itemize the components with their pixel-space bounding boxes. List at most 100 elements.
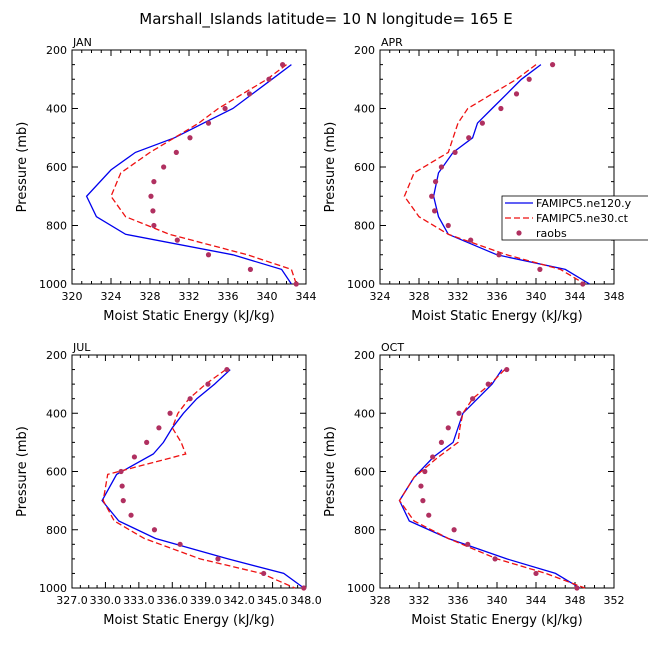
legend-ne120-label: FAMIPC5.ne120.y xyxy=(536,197,632,210)
raobs-point xyxy=(177,541,183,547)
x-tick-label: 348.0 xyxy=(290,594,322,607)
raobs-point xyxy=(120,498,126,504)
x-tick-label: 336.0 xyxy=(157,594,189,607)
plot-frame xyxy=(71,49,307,285)
raobs-point xyxy=(513,91,520,97)
raobs-point xyxy=(504,366,510,373)
raobs-point xyxy=(144,439,150,445)
ne30-line xyxy=(102,369,296,589)
raobs-point xyxy=(174,237,180,243)
x-tick-label: 344 xyxy=(296,290,317,303)
x-tick-label: 352 xyxy=(604,594,625,607)
raobs-point xyxy=(479,120,485,126)
ne30-line xyxy=(403,64,586,285)
x-tick-label: 324 xyxy=(101,290,122,303)
raobs-point xyxy=(445,425,451,431)
y-tick-label: 600 xyxy=(46,161,67,174)
x-tick-label: 336 xyxy=(218,290,239,303)
ne30-line xyxy=(398,369,586,589)
x-axis-label: Moist Static Energy (kJ/kg) xyxy=(411,309,582,324)
y-tick-label: 800 xyxy=(46,220,67,233)
panel-oct: 328 332 336 340 344 348 352 200 400 600 800 1000 OCT… xyxy=(323,341,625,628)
y-tick-label: 1000 xyxy=(39,582,67,595)
raobs-point xyxy=(266,76,272,82)
raobs-point xyxy=(151,222,157,229)
raobs-point xyxy=(187,135,193,141)
raobs-point xyxy=(150,208,156,214)
raobs-point xyxy=(468,237,474,243)
x-tick-label: 339.0 xyxy=(190,594,222,607)
raobs-point xyxy=(451,527,457,533)
y-tick-label: 400 xyxy=(46,103,67,116)
plot-frame xyxy=(379,49,615,285)
raobs-point xyxy=(549,62,556,68)
raobs-point xyxy=(161,164,167,170)
y-tick-label: 200 xyxy=(354,349,375,362)
y-tick-label: 600 xyxy=(46,466,67,479)
raobs-point xyxy=(574,585,580,591)
plot-frame xyxy=(71,354,307,589)
raobs-point xyxy=(432,208,438,214)
raobs-point xyxy=(420,498,426,504)
y-tick-label: 1000 xyxy=(39,278,67,291)
x-axis-label: Moist Static Energy (kJ/kg) xyxy=(103,309,274,324)
y-tick-label: 800 xyxy=(354,220,375,233)
y-tick-label: 400 xyxy=(354,103,375,116)
raobs-point xyxy=(438,164,445,170)
legend-raobs-swatch xyxy=(516,230,522,236)
raobs-point xyxy=(148,193,154,199)
plot-frame xyxy=(379,354,615,589)
x-tick-label: 330.0 xyxy=(90,594,122,607)
x-tick-label: 327.0 xyxy=(56,594,88,607)
ne30-line xyxy=(110,64,297,285)
raobs-point xyxy=(418,483,424,489)
raobs-point xyxy=(151,527,158,533)
x-tick-label: 344 xyxy=(565,290,586,303)
x-axis-label: Moist Static Energy (kJ/kg) xyxy=(411,613,582,628)
raobs-point xyxy=(222,105,228,112)
raobs-point xyxy=(470,396,476,402)
raobs-point xyxy=(452,149,458,155)
x-tick-label: 340 xyxy=(526,290,547,303)
x-tick-label: 336 xyxy=(448,594,469,607)
y-axis-label: Pressure (mb) xyxy=(323,426,338,517)
raobs-point xyxy=(167,410,173,416)
y-tick-label: 1000 xyxy=(347,582,375,595)
y-tick-label: 200 xyxy=(46,349,67,362)
y-tick-label: 1000 xyxy=(347,278,375,291)
panel-label: JUL xyxy=(72,341,91,354)
y-axis-label: Pressure (mb) xyxy=(323,122,338,213)
raobs-point xyxy=(156,425,162,431)
x-tick-label: 320 xyxy=(62,290,83,303)
raobs-point xyxy=(205,120,212,126)
x-tick-label: 332 xyxy=(179,290,200,303)
ne120-line xyxy=(85,64,292,285)
y-tick-label: 600 xyxy=(354,161,375,174)
x-tick-label: 324 xyxy=(370,290,391,303)
x-tick-label: 348 xyxy=(604,290,625,303)
raobs-point xyxy=(429,193,435,199)
x-tick-label: 336 xyxy=(487,290,508,303)
raobs-point xyxy=(438,439,445,445)
legend: FAMIPC5.ne120.y FAMIPC5.ne30.ct raobs xyxy=(501,195,648,241)
legend-ne30-label: FAMIPC5.ne30.ct xyxy=(536,212,629,225)
panel-label: JAN xyxy=(72,36,92,49)
y-axis-label: Pressure (mb) xyxy=(15,122,30,213)
raobs-point xyxy=(246,91,253,97)
ne120-line xyxy=(432,64,590,285)
x-tick-label: 332 xyxy=(409,594,430,607)
x-tick-label: 340 xyxy=(487,594,508,607)
y-tick-label: 800 xyxy=(46,524,67,537)
x-tick-label: 328 xyxy=(409,290,430,303)
x-tick-label: 333.0 xyxy=(123,594,155,607)
y-tick-label: 800 xyxy=(354,524,375,537)
raobs-point xyxy=(485,381,491,387)
y-axis-label: Pressure (mb) xyxy=(15,426,30,517)
ne120-line xyxy=(398,369,581,589)
raobs-point xyxy=(426,512,432,518)
panel-jul: 327.0 330.0 333.0 336.0 339.0 342.0 345.0 348.0… xyxy=(15,341,322,628)
y-tick-label: 400 xyxy=(46,407,67,420)
panels: 320 324 328 332 336 340 344 200 400 600 800 1000 JAN… xyxy=(15,36,648,628)
raobs-point xyxy=(526,76,532,82)
